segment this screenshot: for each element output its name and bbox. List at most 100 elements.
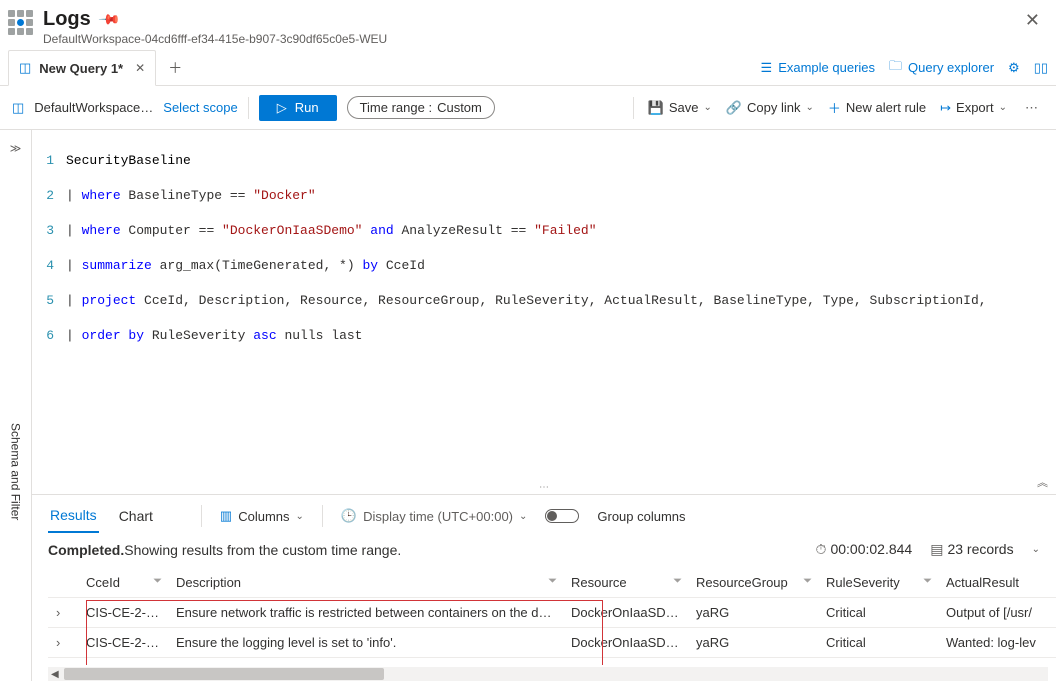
table-row[interactable]: ›CIS-CE-2-06Ensure TLS authentication fo…	[48, 658, 1056, 665]
example-queries-link[interactable]: ☰Example queries	[761, 60, 875, 76]
plus-icon: ＋	[828, 98, 841, 117]
cell-actualresult: Output of [/usr/	[938, 598, 1056, 628]
chevron-down-icon: ⌄	[999, 102, 1007, 113]
col-label: ResourceGroup	[696, 575, 788, 590]
table-row[interactable]: ›CIS-CE-2-02Ensure the logging level is …	[48, 628, 1056, 658]
cell-severity: Critical	[818, 598, 938, 628]
expand-row-icon[interactable]: ›	[48, 658, 78, 665]
expand-row-icon[interactable]: ›	[48, 628, 78, 658]
code-token: nulls last	[277, 327, 363, 345]
time-range-label: Time range :	[360, 100, 433, 115]
filter-icon[interactable]: ⏷	[803, 575, 812, 588]
code-keyword: where	[82, 222, 121, 240]
col-header[interactable]: Description⏷	[168, 568, 563, 598]
chevron-down-icon[interactable]: ⌄	[1032, 544, 1040, 555]
code-token: AnalyzeResult ==	[402, 222, 535, 240]
code-keyword: asc	[253, 327, 276, 345]
filter-icon[interactable]: ⏷	[923, 575, 932, 588]
col-header[interactable]: CceId ⏷	[78, 568, 168, 598]
close-button[interactable]: ✕	[1021, 8, 1044, 33]
settings-icon[interactable]: ⚙	[1008, 60, 1020, 76]
cell-resourcegroup: yaRG	[688, 628, 818, 658]
app-icon	[8, 10, 33, 35]
horizontal-scrollbar[interactable]: ◀	[48, 667, 1048, 681]
divider	[248, 97, 249, 119]
workspace-name[interactable]: DefaultWorkspace…	[34, 100, 153, 115]
query-tab[interactable]: ◫ New Query 1* ✕	[8, 50, 156, 86]
copy-link-button[interactable]: 🔗Copy link⌄	[726, 100, 814, 116]
col-label: ActualResult	[946, 575, 1019, 590]
col-header[interactable]: ActualResult	[938, 568, 1056, 598]
tab-chart[interactable]: Chart	[117, 500, 155, 532]
query-editor[interactable]: 1SecurityBaseline 2| where BaselineType …	[32, 130, 1056, 384]
run-button[interactable]: ▷Run	[259, 95, 337, 121]
cell-resource: DockerOnIaaSDemo	[563, 598, 688, 628]
status-completed: Completed.	[48, 542, 124, 558]
table-header-row: CceId ⏷ Description⏷ Resource⏷ ResourceGr…	[48, 568, 1056, 598]
code-string: "DockerOnIaaSDemo"	[222, 222, 362, 240]
chevron-down-icon: ⌄	[519, 511, 527, 522]
divider	[633, 97, 634, 119]
results-grid: CceId ⏷ Description⏷ Resource⏷ ResourceGr…	[32, 568, 1056, 665]
table-row[interactable]: ›CIS-CE-2-01Ensure network traffic is re…	[48, 598, 1056, 628]
display-time-label: Display time (UTC+00:00)	[363, 509, 513, 524]
clock-icon: 🕒	[341, 508, 357, 524]
col-header[interactable]: ResourceGroup ⏷	[688, 568, 818, 598]
stopwatch-icon: ⏱	[816, 541, 827, 557]
code-keyword: and	[362, 222, 401, 240]
query-explorer-label: Query explorer	[908, 60, 994, 75]
filter-icon[interactable]: ⏷	[548, 575, 557, 588]
filter-icon[interactable]: ⏷	[153, 575, 162, 588]
code-keyword: summarize	[82, 257, 152, 275]
link-icon: 🔗	[726, 100, 742, 116]
expand-row-icon[interactable]: ›	[48, 598, 78, 628]
display-time-button[interactable]: 🕒 Display time (UTC+00:00) ⌄	[341, 508, 527, 524]
save-icon: 💾	[648, 100, 664, 116]
more-button[interactable]: ⋯	[1021, 100, 1044, 116]
export-button[interactable]: ↦Export⌄	[940, 100, 1007, 116]
cell-resource: DockerOnIaaSDemo	[563, 658, 688, 665]
col-header[interactable]: RuleSeverity⏷	[818, 568, 938, 598]
code-token: |	[66, 222, 82, 240]
select-scope-link[interactable]: Select scope	[163, 100, 237, 115]
results-toolbar: Results Chart ▥Columns⌄ 🕒 Display time (U…	[32, 494, 1056, 533]
expand-panel-icon[interactable]: ≫	[10, 142, 22, 155]
records-display: ▤23 records	[930, 541, 1013, 558]
cell-resourcegroup: yaRG	[688, 598, 818, 628]
new-alert-button[interactable]: ＋ New alert rule	[828, 98, 926, 117]
query-explorer-link[interactable]: 🗀Query explorer	[889, 57, 994, 79]
scroll-thumb[interactable]	[64, 668, 384, 680]
code-keyword: project	[82, 292, 137, 310]
copy-link-label: Copy link	[747, 100, 800, 115]
query-tab-label: New Query 1*	[39, 61, 123, 76]
time-range-pill[interactable]: Time range : Custom	[347, 96, 495, 119]
query-toolbar: ◫ DefaultWorkspace… Select scope ▷Run Ti…	[0, 86, 1056, 130]
side-panel-label[interactable]: Schema and Filter	[9, 423, 23, 520]
col-label: CceId	[86, 575, 120, 590]
new-alert-label: New alert rule	[846, 100, 926, 115]
code-token: RuleSeverity	[144, 327, 253, 345]
close-tab-icon[interactable]: ✕	[135, 61, 145, 75]
add-tab-button[interactable]: ＋	[168, 58, 182, 78]
cell-description: Ensure TLS authentication for Docker dae…	[168, 658, 563, 665]
group-columns-toggle[interactable]	[545, 509, 579, 523]
time-range-value: Custom	[437, 100, 482, 115]
collapse-caret-icon[interactable]: ︽	[1037, 474, 1048, 490]
filter-icon[interactable]: ⏷	[673, 575, 682, 588]
cell-cceid: CIS-CE-2-06	[78, 658, 168, 665]
col-header[interactable]: Resource⏷	[563, 568, 688, 598]
tab-results[interactable]: Results	[48, 499, 99, 533]
pane-splitter[interactable]: ⋯︽	[32, 480, 1056, 494]
cell-actualresult: Wanted: log-lev	[938, 628, 1056, 658]
panel-icon[interactable]: ▯▯	[1034, 60, 1048, 76]
export-icon: ↦	[940, 100, 951, 116]
scroll-left-icon[interactable]: ◀	[48, 669, 62, 680]
pin-icon[interactable]: 📌	[97, 7, 121, 31]
code-token: SecurityBaseline	[66, 152, 191, 170]
query-icon: ◫	[19, 60, 31, 76]
code-token: BaselineType ==	[121, 187, 254, 205]
save-button[interactable]: 💾Save⌄	[648, 100, 712, 116]
columns-button[interactable]: ▥Columns⌄	[220, 508, 304, 524]
query-tab-strip: ◫ New Query 1* ✕ ＋ ☰Example queries 🗀Que…	[0, 50, 1056, 86]
code-keyword: order by	[82, 327, 144, 345]
